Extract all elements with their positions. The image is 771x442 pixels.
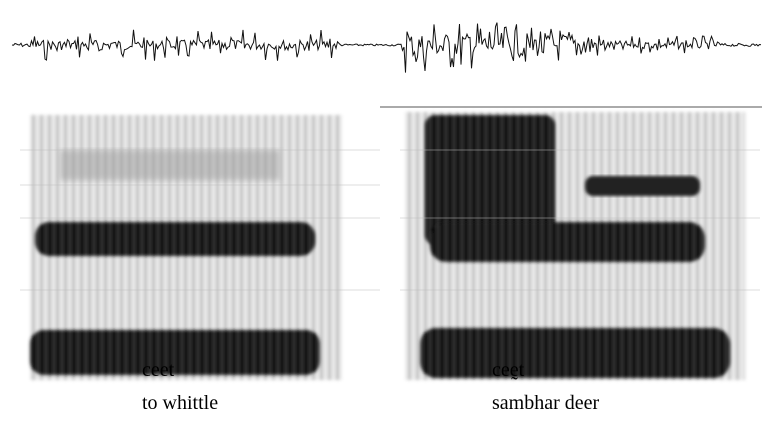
- waveforms: [11, 22, 762, 73]
- spectrogram-left: [30, 115, 342, 380]
- waveform: [379, 22, 762, 73]
- grid-lines: [20, 149, 760, 291]
- gloss: to whittle: [142, 392, 219, 414]
- word: ceet: [142, 359, 175, 381]
- word: ceḛt: [492, 359, 525, 381]
- spectrogram-right: [405, 112, 745, 380]
- gloss: sambhar deer: [492, 392, 600, 414]
- waveform: [11, 29, 380, 61]
